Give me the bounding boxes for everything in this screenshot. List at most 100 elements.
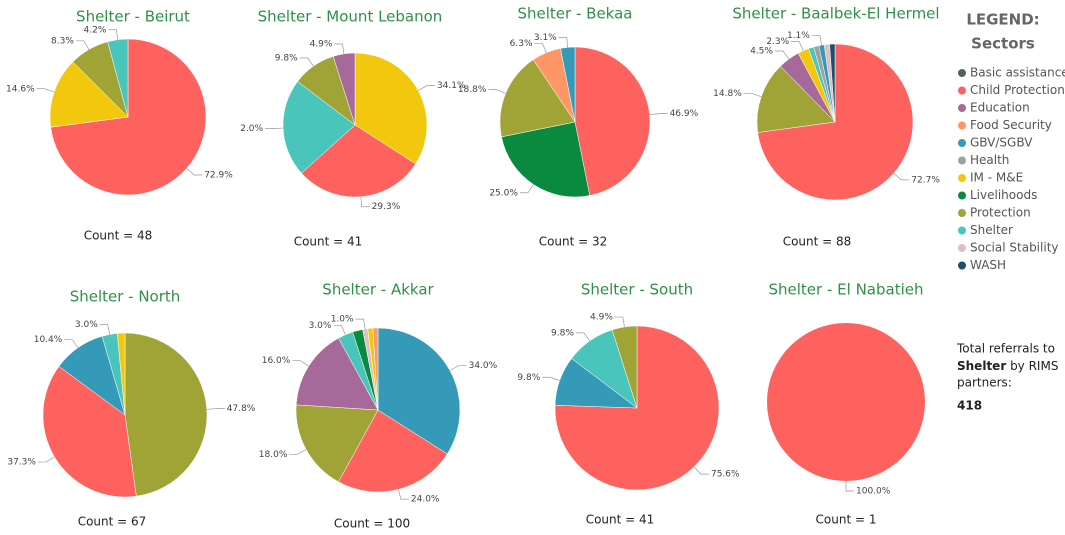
pie-slice: [767, 323, 925, 481]
data-label: 24.0%: [411, 495, 440, 505]
data-label: 34.0%: [469, 361, 498, 371]
leader-line: [108, 29, 119, 40]
pie-slice: [757, 43, 914, 201]
pie-slice: [50, 38, 207, 196]
pie-slice: [499, 59, 576, 138]
pie-slice: [756, 65, 836, 133]
leader-line: [186, 168, 203, 176]
data-label: 3.1%: [534, 33, 557, 43]
leader-line: [289, 449, 307, 455]
data-label: 75.6%: [711, 470, 740, 480]
data-label: 3.0%: [75, 320, 98, 330]
legend-label: Livelihoods: [970, 188, 1037, 202]
data-label: 16.0%: [262, 356, 291, 366]
data-label: 72.9%: [204, 170, 233, 180]
legend-label: Protection: [970, 206, 1031, 220]
leader-line: [417, 85, 435, 91]
data-label: 18.0%: [259, 450, 288, 460]
count-label: Count = 88: [783, 235, 852, 249]
data-label: 46.9%: [670, 109, 699, 119]
leader-line: [693, 466, 709, 475]
leader-line: [75, 40, 90, 50]
leader-line: [99, 324, 110, 335]
total-value: 418: [957, 399, 982, 413]
count-label: Count = 48: [84, 229, 153, 243]
chart-title: Shelter - Mount Lebanon: [258, 8, 443, 26]
legend-title: LEGEND:: [966, 11, 1039, 29]
leader-line: [893, 173, 910, 181]
pie-slice: [295, 404, 379, 483]
data-label: 6.3%: [510, 39, 533, 49]
total-line: by RIMS: [1010, 359, 1058, 373]
data-label: 100.0%: [856, 487, 891, 497]
pie-slice: [354, 52, 428, 165]
leader-line: [488, 89, 506, 94]
legend-swatch: [958, 209, 966, 217]
chart-title: Shelter - Akkar: [322, 281, 434, 299]
legend-swatch: [958, 174, 966, 182]
leader-line: [37, 456, 55, 463]
data-label: 9.8%: [517, 373, 540, 383]
data-label: 25.0%: [489, 188, 518, 198]
data-label: 4.5%: [750, 47, 773, 57]
leader-line: [292, 360, 309, 367]
leader-line: [206, 408, 225, 410]
leader-line: [64, 339, 79, 348]
data-label: 14.8%: [713, 89, 742, 99]
pie-slice: [49, 61, 129, 128]
leader-line: [774, 50, 790, 60]
total-bold: Shelter: [957, 359, 1006, 373]
data-label: 47.8%: [227, 404, 256, 414]
data-label: 72.7%: [911, 175, 940, 185]
legend-swatch: [958, 104, 966, 112]
data-label: 2.3%: [766, 37, 789, 47]
count-label: Count = 32: [539, 235, 608, 249]
data-label: 34.1%: [437, 81, 466, 91]
legend-swatch: [958, 226, 966, 235]
data-label: 4.9%: [310, 39, 333, 49]
leader-line: [534, 43, 547, 53]
chart-title: Shelter - El Nabatieh: [769, 281, 924, 299]
data-label: 37.3%: [7, 458, 36, 468]
data-label: 2.0%: [240, 124, 263, 134]
legend-label: IM - M&E: [970, 171, 1023, 185]
leader-line: [333, 325, 346, 335]
leader-line: [355, 318, 366, 330]
data-label: 29.3%: [372, 202, 401, 212]
legend-swatch: [958, 139, 966, 147]
leader-line: [542, 376, 560, 381]
legend-label: Basic assistance: [970, 66, 1065, 80]
leader-line: [398, 489, 409, 500]
pie-slice: [117, 332, 126, 416]
chart-title: Shelter - Beirut: [76, 8, 190, 26]
total-line: Total referrals to: [956, 342, 1055, 356]
chart-title: Shelter - Bekaa: [518, 5, 633, 23]
pie-slice: [332, 52, 356, 126]
legend-label: WASH: [970, 258, 1006, 272]
data-label: 4.2%: [84, 25, 107, 35]
chart-title: Shelter - South: [581, 281, 693, 299]
pie-slice: [372, 327, 379, 411]
leader-line: [334, 43, 345, 54]
legend-swatch: [958, 261, 966, 270]
total-line: Shelter by RIMS: [957, 359, 1058, 373]
leader-line: [519, 184, 534, 194]
legend-label: Shelter: [970, 223, 1013, 237]
pie-slice: [295, 337, 379, 411]
data-label: 1.0%: [331, 315, 354, 325]
legend-swatch: [958, 191, 966, 200]
data-label: 8.3%: [51, 36, 74, 46]
pie-slice: [301, 124, 416, 198]
legend-swatch: [958, 69, 966, 77]
leader-line: [36, 88, 55, 93]
leader-line: [743, 93, 762, 98]
leader-line: [299, 57, 314, 67]
legend-label: GBV/SGBV: [970, 136, 1033, 150]
leader-line: [614, 316, 625, 328]
total-line: partners:: [957, 376, 1012, 390]
legend-swatch: [958, 244, 966, 252]
data-label: 4.9%: [590, 313, 613, 323]
data-label: 9.8%: [551, 328, 574, 338]
pie-slice: [574, 46, 651, 196]
